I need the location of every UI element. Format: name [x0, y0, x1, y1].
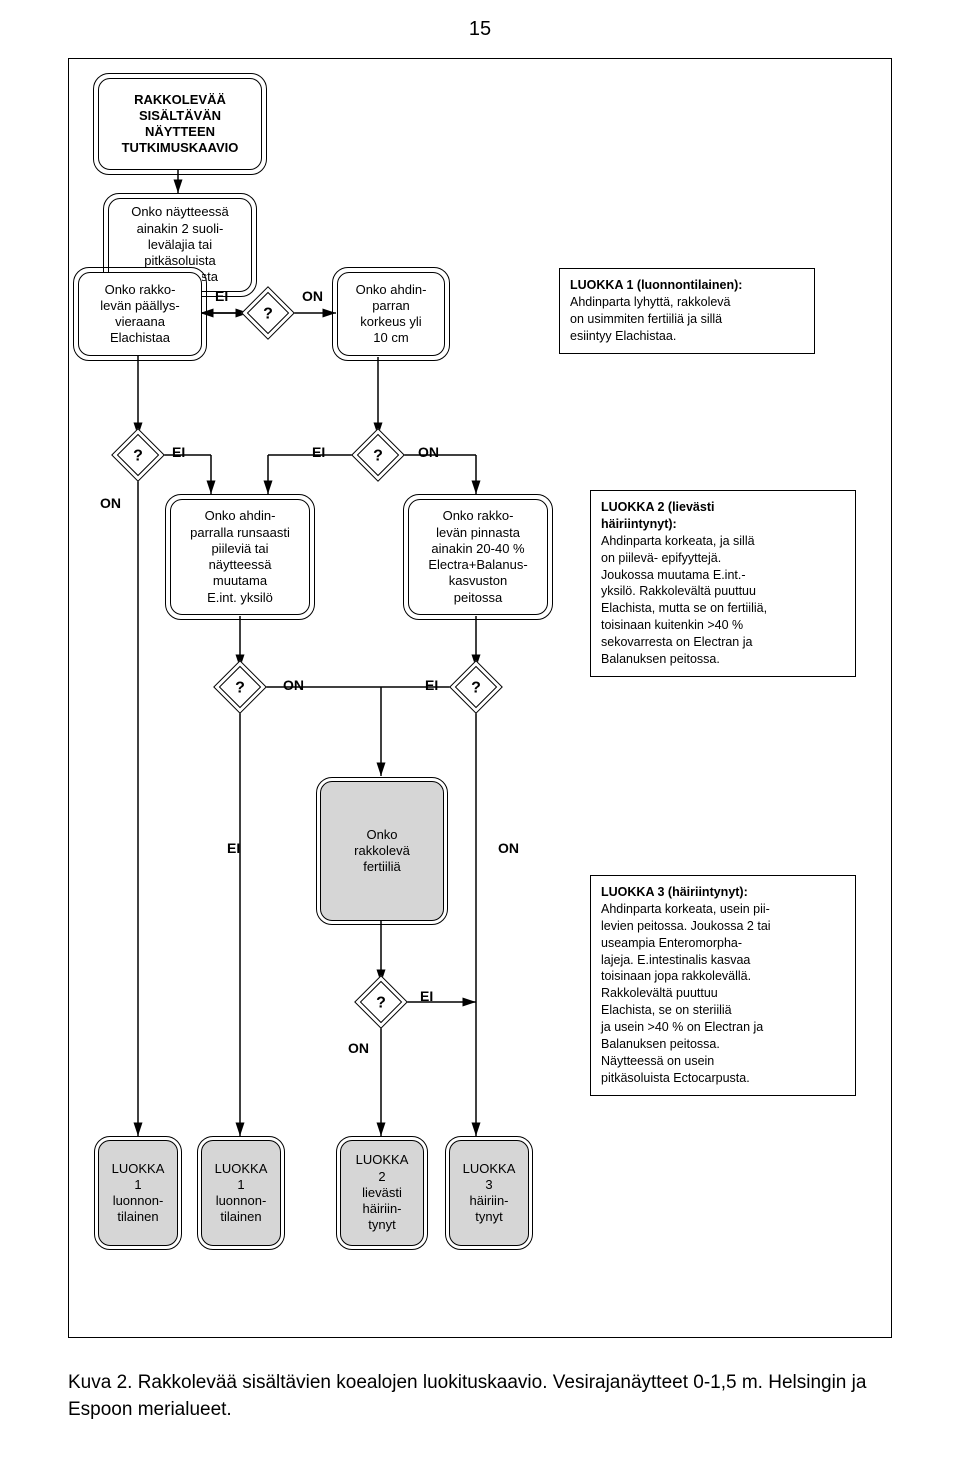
- ahdinruns-text: Onko ahdin- parralla runsaasti piileviä …: [170, 499, 310, 615]
- textbox-luokka2: LUOKKA 2 (lievästi häiriintynyt): Ahdinp…: [590, 490, 856, 677]
- fertiilia-node: Onko rakkolevä fertiiliä: [320, 781, 444, 921]
- ahdinparran-node: Onko ahdin- parran korkeus yli 10 cm: [337, 272, 445, 356]
- label-on-2: ON: [418, 444, 439, 460]
- label-ei-6: EI: [420, 988, 433, 1004]
- elachistaa-text: Onko rakko- levän päällys- vieraana Elac…: [78, 272, 202, 356]
- luokka1a-text: LUOKKA 1 luonnon- tilainen: [98, 1140, 178, 1246]
- ahdinparran-text: Onko ahdin- parran korkeus yli 10 cm: [337, 272, 445, 356]
- luokka1a-node: LUOKKA 1 luonnon- tilainen: [98, 1140, 178, 1246]
- figure-caption: Kuva 2. Rakkolevää sisältävien koealojen…: [68, 1370, 892, 1423]
- luokka1b-text: LUOKKA 1 luonnon- tilainen: [201, 1140, 281, 1246]
- pinnasta-node: Onko rakko- levän pinnasta ainakin 20-40…: [408, 499, 548, 615]
- title-node: RAKKOLEVÄÄ SISÄLTÄVÄN NÄYTTEEN TUTKIMUSK…: [98, 78, 262, 170]
- fertiilia-text: Onko rakkolevä fertiiliä: [320, 781, 444, 921]
- ahdinruns-node: Onko ahdin- parralla runsaasti piileviä …: [170, 499, 310, 615]
- label-ei-5: EI: [227, 840, 240, 856]
- pinnasta-text: Onko rakko- levän pinnasta ainakin 20-40…: [408, 499, 548, 615]
- label-on-4: ON: [283, 677, 304, 693]
- label-ei-4: EI: [425, 677, 438, 693]
- label-on-3: ON: [100, 495, 121, 511]
- elachistaa-node: Onko rakko- levän päällys- vieraana Elac…: [78, 272, 202, 356]
- page-number: 15: [0, 18, 960, 41]
- title-text: RAKKOLEVÄÄ SISÄLTÄVÄN NÄYTTEEN TUTKIMUSK…: [98, 78, 262, 170]
- textbox-luokka3: LUOKKA 3 (häiriintynyt): Ahdinparta kork…: [590, 875, 856, 1096]
- label-ei-3: EI: [312, 444, 325, 460]
- label-ei-1: EI: [215, 288, 228, 304]
- luokka1b-node: LUOKKA 1 luonnon- tilainen: [201, 1140, 281, 1246]
- luokka3-node: LUOKKA 3 häiriin- tynyt: [449, 1140, 529, 1246]
- label-on-5: ON: [498, 840, 519, 856]
- label-on-6: ON: [348, 1040, 369, 1056]
- label-on-1: ON: [302, 288, 323, 304]
- luokka2-node: LUOKKA 2 lievästi häiriin- tynyt: [340, 1140, 424, 1246]
- luokka3-text: LUOKKA 3 häiriin- tynyt: [449, 1140, 529, 1246]
- textbox-luokka1: LUOKKA 1 (luonnontilainen): Ahdinparta l…: [559, 268, 815, 354]
- label-ei-2: EI: [172, 444, 185, 460]
- luokka2-text: LUOKKA 2 lievästi häiriin- tynyt: [340, 1140, 424, 1246]
